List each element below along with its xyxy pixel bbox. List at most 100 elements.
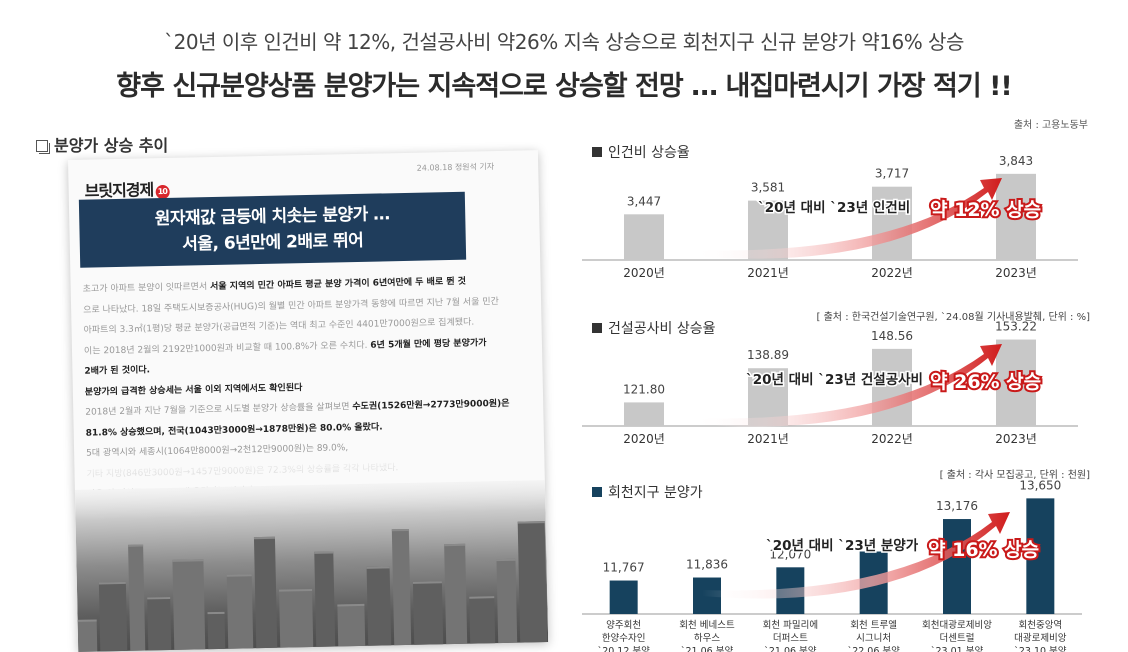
bar-value-label: 148.56 bbox=[871, 329, 913, 343]
bar-value-label: 3,447 bbox=[627, 194, 661, 208]
category-label: 더센트럴 bbox=[940, 633, 975, 644]
category-label: 2022년 bbox=[871, 432, 913, 446]
category-label: `20.12 분양 bbox=[597, 646, 650, 652]
square-icon bbox=[592, 323, 602, 333]
news-title-box: 원자재값 급등에 치솟는 분양가 … 서울, 6년만에 2배로 뛰어 bbox=[78, 191, 467, 268]
bar-value-label: 121.80 bbox=[623, 382, 665, 396]
building-shape bbox=[337, 603, 366, 652]
trend-arrow bbox=[702, 512, 1010, 599]
chart-bar bbox=[872, 186, 912, 260]
construction-chart: 121.80 2020년 138.89 2021년 148.56 2022년 153.22 2… bbox=[582, 320, 1078, 446]
category-label: 회천 트루엘 bbox=[850, 620, 897, 631]
presale-chart-title-text: 회천지구 분양가 bbox=[608, 485, 703, 501]
construction-chart-title-text: 건설공사비 상승율 bbox=[608, 321, 716, 337]
building-shape bbox=[147, 596, 172, 652]
comparison-label: `20년 대비 `23년 분양가 bbox=[766, 538, 919, 554]
chart-bar bbox=[996, 173, 1036, 260]
category-label: 회천중앙역 bbox=[1018, 619, 1062, 631]
rise-label: 약 12% 상승 bbox=[930, 199, 1041, 221]
category-label: 양주회천 bbox=[606, 620, 641, 631]
building-shape bbox=[226, 574, 254, 652]
section-title-text: 분양가 상승 추이 bbox=[54, 136, 169, 155]
labor-chart-panel: 인건비 상승율 3,447 2020년 3,581 2021년 3,717 2022년 3,… bbox=[582, 140, 1098, 290]
building-shape bbox=[444, 543, 468, 652]
building-shape bbox=[172, 559, 206, 652]
photo-fade bbox=[74, 450, 546, 520]
news-body-text: 아파트의 3.3㎡(1평)당 평균 분양가(공급면적 기준)는 역대 최고 수준… bbox=[83, 317, 475, 336]
building-shape bbox=[496, 558, 518, 652]
category-label: 2020년 bbox=[623, 266, 665, 280]
category-label: `21.06 분양 bbox=[764, 646, 817, 652]
building-shape bbox=[391, 528, 412, 652]
building-shape bbox=[207, 611, 226, 652]
category-label: 시그니처 bbox=[856, 632, 891, 644]
category-label: 2020년 bbox=[623, 432, 665, 446]
category-label: `21.06 분양 bbox=[681, 646, 734, 652]
news-body-emphasis: 6년 5개월 만에 평당 분양가가 bbox=[370, 337, 487, 351]
labor-chart-title: 인건비 상승율 bbox=[592, 142, 690, 162]
news-body-emphasis: 분양가의 급격한 상승세는 서울 이외 지역에서도 확인된다 bbox=[84, 382, 303, 398]
chart-bar bbox=[748, 368, 788, 426]
category-label: `23.01 분양 bbox=[931, 646, 984, 652]
category-label: 회천 베네스트 bbox=[679, 620, 735, 631]
building-shape bbox=[517, 521, 548, 651]
rise-label: 약 16% 상승 bbox=[928, 539, 1039, 561]
category-label: 회천 파밀리에 bbox=[763, 619, 818, 631]
chart-bar bbox=[609, 580, 638, 614]
news-body-text: 초고가 아파트 분양이 잇따르면서 bbox=[82, 282, 211, 295]
labor-chart-title-text: 인건비 상승율 bbox=[608, 145, 690, 161]
bar-value-label: 153.22 bbox=[995, 320, 1037, 334]
construction-source: [ 출처 : 한국건설기술연구원, `24.08월 기사내용발췌, 단위 : %… bbox=[816, 312, 1090, 323]
building-shape bbox=[128, 544, 146, 652]
building-shape bbox=[366, 566, 392, 652]
chart-bar bbox=[872, 348, 912, 426]
news-dateline: 24.08.18 정원석 기자 bbox=[416, 162, 495, 173]
category-label: 대광로제비앙 bbox=[1014, 632, 1067, 644]
checkbox-icon bbox=[36, 140, 50, 154]
bar-value-label: 3,717 bbox=[875, 167, 909, 181]
construction-chart-panel: 건설공사비 상승율 [ 출처 : 한국건설기술연구원, `24.08월 기사내용… bbox=[582, 306, 1098, 456]
chart-bar bbox=[624, 402, 664, 426]
square-icon bbox=[592, 487, 602, 497]
category-label: 2023년 bbox=[995, 432, 1037, 446]
news-body-emphasis: 2배가 된 것이다. bbox=[84, 365, 151, 377]
rise-label: 약 26% 상승 bbox=[930, 371, 1041, 393]
building-shape bbox=[279, 588, 314, 652]
presale-source: [ 출처 : 각사 모집공고, 단위 : 천원] bbox=[939, 470, 1090, 481]
construction-chart-title: 건설공사비 상승율 bbox=[592, 318, 716, 338]
bar-value-label: 3,581 bbox=[751, 181, 785, 195]
comparison-label: `20년 대비 `23년 인건비 bbox=[758, 199, 910, 216]
category-label: 회천대광로제비앙 bbox=[922, 619, 992, 631]
bar-value-label: 11,767 bbox=[603, 561, 645, 575]
building-shape bbox=[314, 551, 336, 652]
trend-arrow bbox=[692, 344, 1002, 427]
subheadline: `20년 이후 인건비 약 12%, 건설공사비 약26% 지속 상승으로 회천… bbox=[164, 30, 964, 54]
section-title: 분양가 상승 추이 bbox=[36, 132, 168, 156]
bar-value-label: 13,650 bbox=[1019, 478, 1061, 492]
chart-bar bbox=[943, 519, 971, 614]
news-clipping: 24.08.18 정원석 기자 브릿지경제 10 원자재값 급등에 치솟는 분양가… bbox=[68, 150, 549, 652]
building-shape bbox=[412, 581, 444, 652]
trend-arrow bbox=[692, 178, 1002, 259]
category-label: 더퍼스트 bbox=[773, 633, 808, 644]
building-shape bbox=[98, 581, 128, 652]
comparison-label: `20년 대비 `23년 건설공사비 bbox=[746, 371, 923, 388]
category-label: 2023년 bbox=[995, 266, 1037, 280]
bar-value-label: 11,836 bbox=[686, 558, 728, 572]
labor-source: 출처 : 고용노동부 bbox=[1013, 120, 1088, 131]
building-shape bbox=[253, 536, 278, 652]
bar-value-label: 13,176 bbox=[936, 499, 978, 513]
news-body-text: 2018년 2월과 지난 7월을 기준으로 시도별 분양가 상승률을 살펴보면 bbox=[85, 402, 353, 418]
bar-value-label: 138.89 bbox=[747, 348, 789, 362]
labor-chart: 3,447 2020년 3,581 2021년 3,717 2022년 3,843 2023년… bbox=[582, 154, 1078, 280]
category-label: 2021년 bbox=[747, 266, 789, 280]
news-body-emphasis: 서울 지역의 민간 아파트 평균 분양 가격이 6년여만에 두 배로 뛴 것 bbox=[209, 276, 467, 293]
category-label: 한양수자인 bbox=[602, 633, 646, 644]
chart-bar bbox=[996, 339, 1036, 426]
building-shape bbox=[77, 619, 98, 652]
bar-value-label: 3,843 bbox=[999, 154, 1033, 168]
chart-bar bbox=[624, 214, 664, 260]
bar-value-label: 12,070 bbox=[769, 547, 811, 561]
presale-chart-title: 회천지구 분양가 bbox=[592, 482, 703, 502]
